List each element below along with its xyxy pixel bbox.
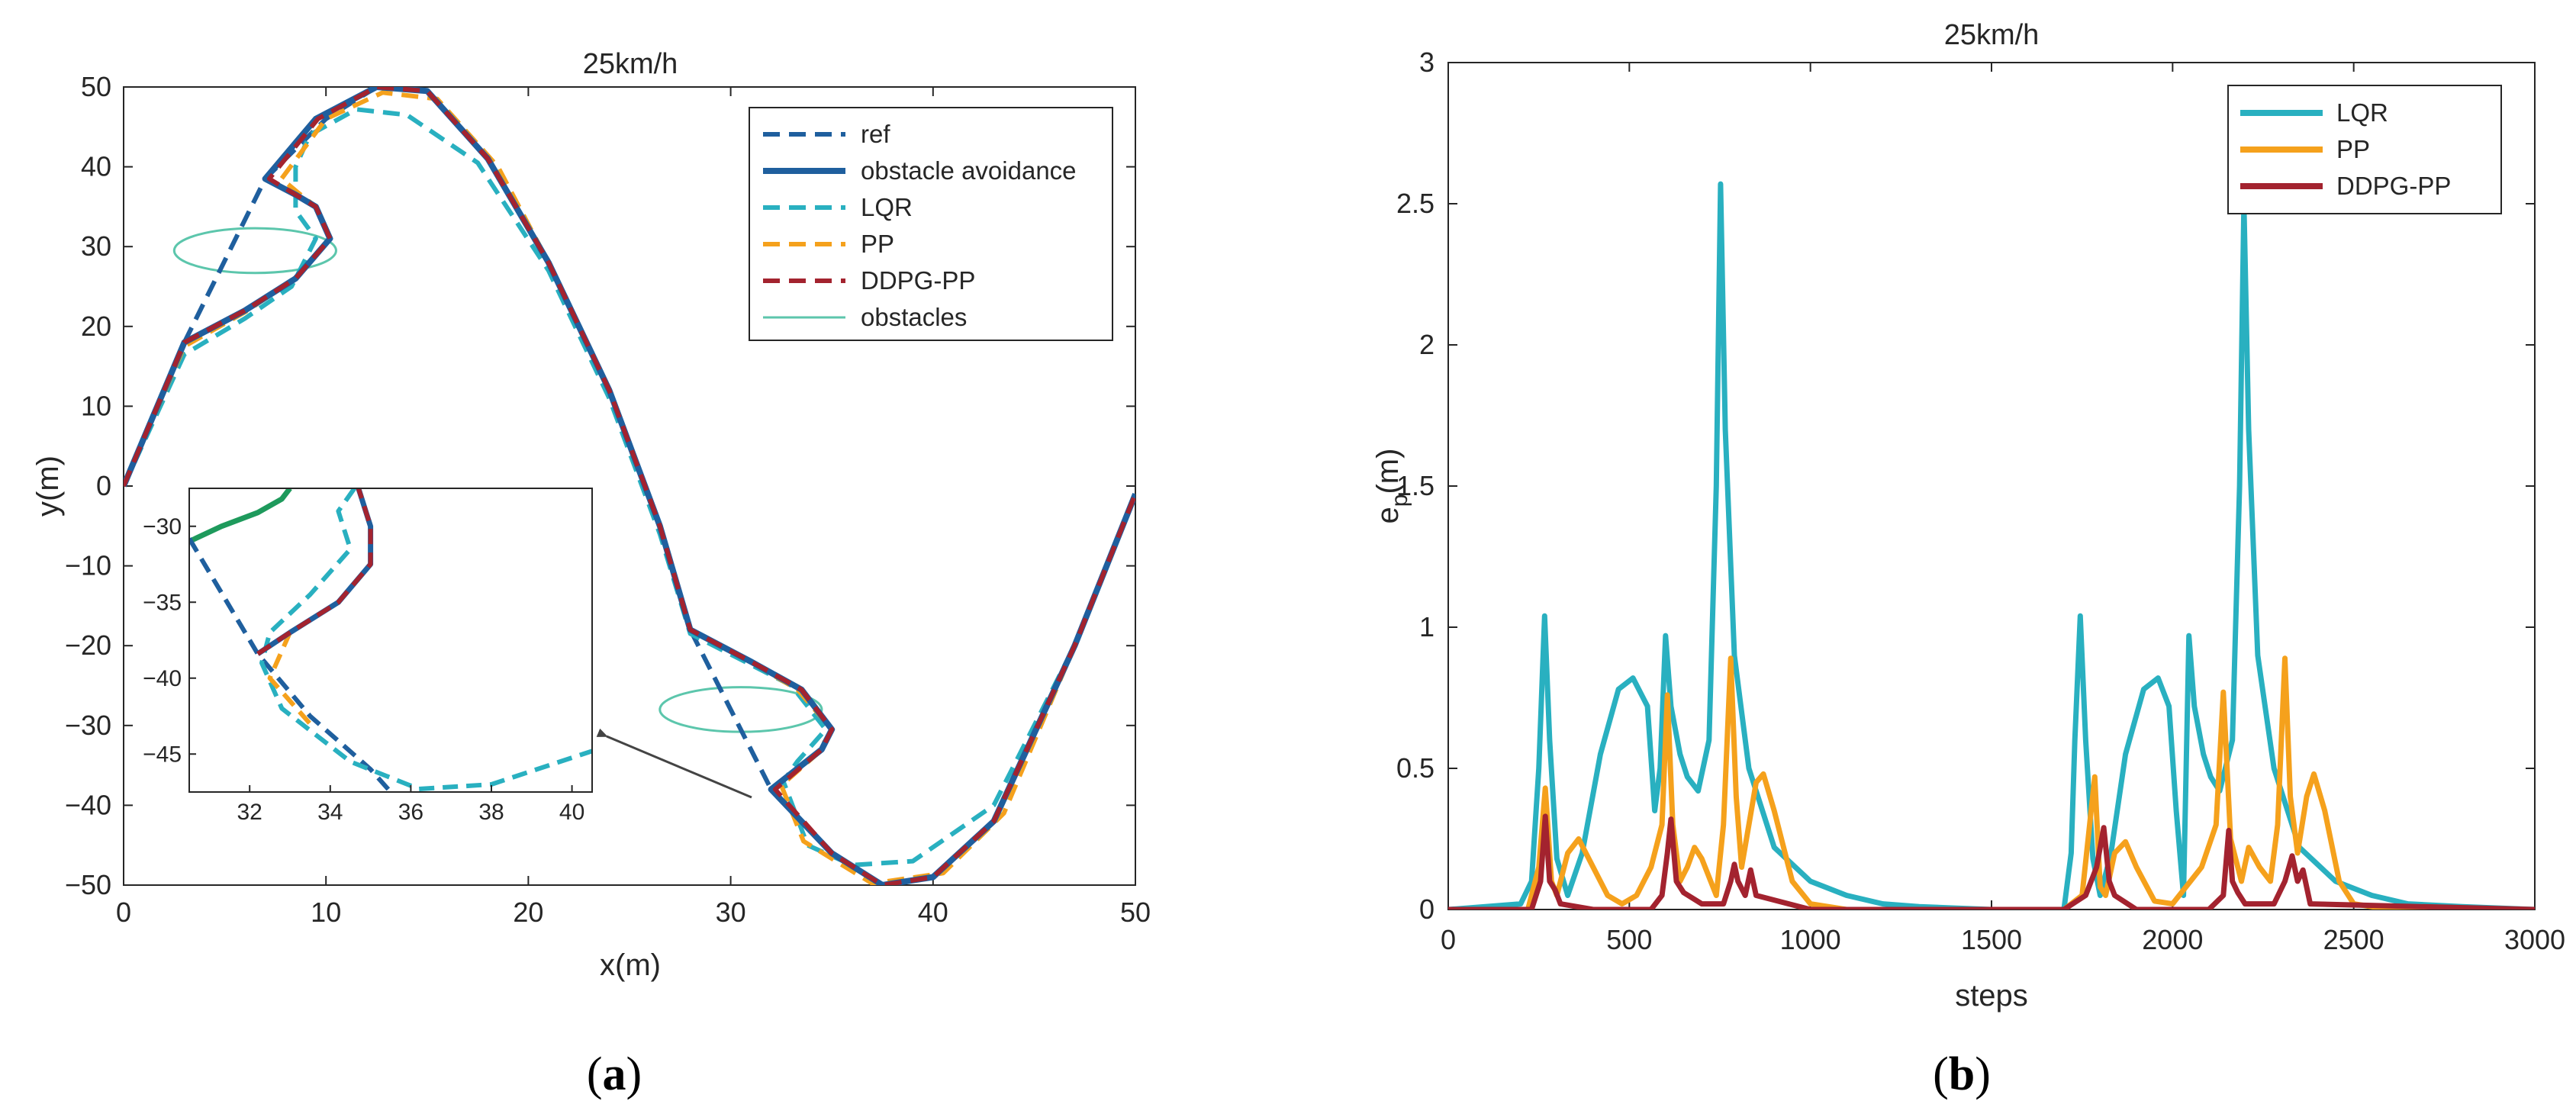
inset-series-lqr — [259, 488, 592, 791]
inset-ytick-label: −40 — [143, 666, 182, 691]
inset-series — [189, 488, 592, 792]
b-ytick-label: 2 — [1419, 329, 1435, 360]
inset-series-pp — [267, 631, 312, 726]
inset-xtick-label: 40 — [559, 800, 584, 825]
legend-b-label-pp: PP — [2336, 135, 2370, 163]
inset-axes: 32 34 36 38 40 −45 −40 −35 −30 — [143, 488, 593, 825]
ylabel-sub-p: p — [1387, 494, 1412, 507]
legend-a-label-obstacle-avoidance: obstacle avoidance — [861, 156, 1077, 185]
inset-ytick-label: −45 — [143, 742, 182, 767]
b-xtick-label: 2500 — [2323, 924, 2384, 955]
legend-a-label-ref: ref — [861, 120, 890, 148]
ylabel-unit: (m) — [1371, 449, 1405, 494]
ylabel-e: e — [1371, 507, 1405, 523]
legend-a-label-obstacles: obstacles — [861, 303, 967, 331]
panel-b: 25km/h 0 500 1000 1500 2000 2500 3000 0 0.5 1 1.5 2… — [1371, 19, 2565, 1013]
b-xtick-label: 0 — [1441, 924, 1456, 955]
b-ytick-label: 1.5 — [1396, 470, 1435, 501]
legend-a: ref obstacle avoidance LQR PP DDPG-PP obstacl… — [749, 107, 1113, 341]
legend-a-label-ddpg-pp: DDPG-PP — [861, 266, 975, 295]
legend-a-label-lqr: LQR — [861, 193, 913, 221]
inset-ytick-label: −35 — [143, 590, 182, 615]
a-ytick-label: 0 — [96, 470, 111, 501]
b-xtick-label: 3000 — [2504, 924, 2565, 955]
b-ytick-label: 2.5 — [1396, 188, 1435, 219]
series-b-ddpg-pp — [1448, 813, 2535, 910]
inset-ticks: 32 34 36 38 40 −45 −40 −35 −30 — [143, 514, 584, 825]
axes-b-ticks: 0 500 1000 1500 2000 2500 3000 0 0.5 1 1.5 2 2.5 3 — [1396, 47, 2565, 955]
series-b-lqr — [1448, 181, 2535, 910]
inset-series-ddpg-pp — [256, 488, 373, 656]
caption-b: (b) — [1933, 1048, 1991, 1100]
inset-frame — [188, 488, 593, 793]
a-ytick-label: −10 — [65, 550, 111, 581]
b-ytick-label: 1 — [1419, 611, 1435, 642]
a-ytick-label: 20 — [81, 311, 111, 342]
inset-series-obstacles — [189, 488, 292, 544]
b-ytick-label: 3 — [1419, 47, 1435, 78]
a-xtick-label: 30 — [716, 897, 746, 928]
caption-a: (a) — [587, 1048, 642, 1100]
series-a-ddpg-pp — [124, 87, 1135, 885]
a-xtick-label: 0 — [116, 897, 131, 928]
a-ytick-label: −30 — [65, 710, 111, 741]
axes-a-series — [124, 87, 1135, 885]
a-ytick-label: 30 — [81, 230, 111, 262]
a-xtick-label: 50 — [1120, 897, 1151, 928]
inset-frame-bg — [189, 488, 592, 792]
axes-b-ylabel: ep(m) — [1371, 449, 1412, 524]
inset-ytick-label: −30 — [143, 514, 182, 539]
b-xtick-label: 2000 — [2142, 924, 2203, 955]
legend-b-label-ddpg-pp: DDPG-PP — [2336, 172, 2451, 200]
axes-a-title: 25km/h — [583, 48, 678, 80]
b-xtick-label: 500 — [1606, 924, 1652, 955]
series-b-pp — [1448, 655, 2535, 910]
legend-a-label-pp: PP — [861, 230, 894, 258]
legend-a-box — [749, 107, 1113, 341]
axes-b-xlabel: steps — [1955, 979, 2028, 1013]
b-xtick-label: 1500 — [1961, 924, 2022, 955]
axes-a-ticks: 0 10 20 30 40 50 −50 −40 −30 −20 −10 0 10 20 30 40 50 — [65, 71, 1151, 928]
b-ytick-label: 0 — [1419, 893, 1435, 925]
inset-series-ref — [189, 537, 393, 792]
axes-a-xlabel: x(m) — [600, 948, 661, 982]
legend-b-label-lqr: LQR — [2336, 98, 2388, 127]
inset-xtick-label: 38 — [478, 800, 504, 825]
a-xtick-label: 20 — [513, 897, 543, 928]
legend-b: LQR PP DDPG-PP — [2227, 85, 2502, 214]
a-ytick-label: −50 — [65, 869, 111, 900]
inset-pointer-arrow — [596, 728, 752, 799]
axes-b-series — [1448, 181, 2535, 910]
a-ytick-label: −40 — [65, 789, 111, 820]
inset-xtick-label: 34 — [317, 800, 343, 825]
axes-b-title: 25km/h — [1944, 19, 2040, 51]
a-xtick-label: 10 — [311, 897, 341, 928]
b-ytick-label: 0.5 — [1396, 752, 1435, 784]
b-xtick-label: 1000 — [1780, 924, 1841, 955]
a-ytick-label: 50 — [81, 71, 111, 102]
obstacle-ellipse-1 — [172, 227, 337, 275]
a-ytick-label: 10 — [81, 390, 111, 421]
a-xtick-label: 40 — [918, 897, 948, 928]
panel-a: 25km/h 0 10 20 30 40 50 −50 −40 −30 −20 −10 0 10 20 30… — [31, 48, 1151, 982]
axes-a-ylabel: y(m) — [31, 456, 65, 517]
a-ytick-label: 40 — [81, 151, 111, 182]
inset-xtick-label: 32 — [237, 800, 262, 825]
a-ytick-label: −20 — [65, 629, 111, 661]
inset-xtick-label: 36 — [398, 800, 423, 825]
